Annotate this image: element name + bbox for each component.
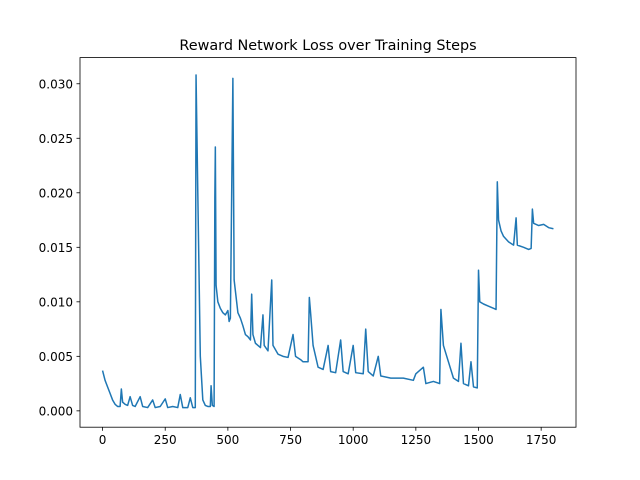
y-tick-label: 0.005 xyxy=(39,350,73,364)
plot-area: 0 250 500 750 1000 1250 1500 1750 0.000 0.005 0.01… xyxy=(39,74,557,447)
chart-title: Reward Network Loss over Training Steps xyxy=(179,38,476,54)
x-tick-label: 1500 xyxy=(463,433,494,447)
y-tick-label: 0.025 xyxy=(39,132,73,146)
x-tick-label: 1750 xyxy=(526,433,557,447)
line-series xyxy=(101,74,554,409)
x-tick-label: 0 xyxy=(99,433,107,447)
y-tick-label: 0.000 xyxy=(39,404,73,418)
x-tick-label: 1000 xyxy=(338,433,369,447)
x-tick-label: 500 xyxy=(216,433,239,447)
x-tick-label: 750 xyxy=(279,433,302,447)
y-tick-label: 0.015 xyxy=(39,241,73,255)
x-tick-label: 250 xyxy=(154,433,177,447)
x-tick-label: 1250 xyxy=(401,433,432,447)
axes-frame xyxy=(79,57,577,428)
y-tick-label: 0.010 xyxy=(39,295,73,309)
y-tick-label: 0.020 xyxy=(39,186,73,200)
y-tick-label: 0.030 xyxy=(39,77,73,91)
